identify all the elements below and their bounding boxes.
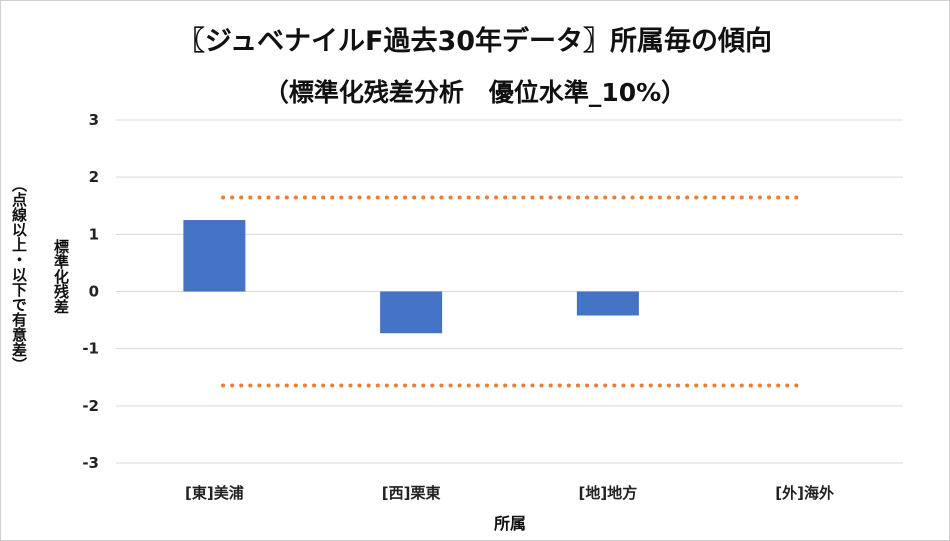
x-tick-label: [東]美浦 [185,484,244,502]
bar-2 [380,291,443,334]
bar-3 [576,291,639,316]
y-tick-label: -1 [82,340,99,358]
y-tick-label: 3 [89,111,99,129]
x-axis-label: 所属 [494,514,526,533]
x-tick-labels: [東]美浦 [西]栗東 [地]地方 [外]海外 [185,484,834,502]
y-tick-label: 2 [89,168,99,186]
chart-subtitle: （標準化残差分析 優位水準_10%） [263,78,687,107]
x-tick-label: [外]海外 [775,484,834,502]
y-axis-label-main: 標準化残差 [52,239,70,314]
gridlines [116,119,903,464]
bar-1 [183,220,246,292]
y-tick-label: 1 [89,225,99,243]
chart-title: 〖ジュベナイルF過去30年データ〗所属毎の傾向 [177,26,773,57]
bars [183,220,639,334]
y-axis-label-sub: （点線以上・以下で有意差） [10,177,28,372]
x-tick-label: [西]栗東 [382,484,441,502]
x-tick-label: [地]地方 [579,484,638,502]
y-tick-label: 0 [89,283,99,301]
y-tick-label: -2 [82,397,99,415]
y-tick-labels: 3 2 1 0 -1 -2 -3 [82,111,99,472]
y-tick-label: -3 [82,454,99,472]
